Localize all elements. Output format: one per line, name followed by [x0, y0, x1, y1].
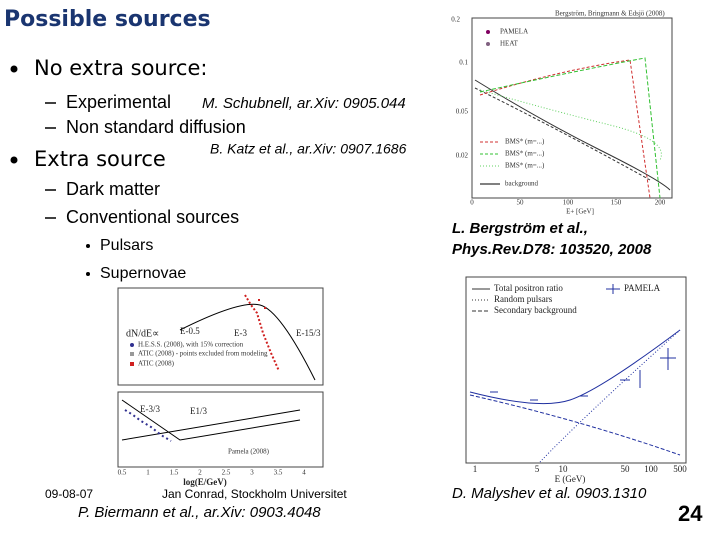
- curve: [121, 399, 301, 441]
- legend-marker: [130, 362, 134, 366]
- citation: L. Bergström et al.,: [452, 220, 588, 237]
- annotation: E-0.5: [180, 326, 200, 336]
- curve: [479, 89, 662, 161]
- curve: [474, 79, 671, 191]
- legend-text: BMS* (m=...): [505, 150, 545, 158]
- bullet: [10, 156, 18, 164]
- citation: Phys.Rev.D78: 103520, 2008: [452, 241, 652, 258]
- plot-frame: [465, 276, 687, 464]
- bullet-text: Supernovae: [100, 265, 186, 282]
- bullet-text: Non standard diffusion: [66, 117, 246, 137]
- tick-label: 100: [563, 199, 574, 207]
- legend-text: Random pulsars: [494, 294, 553, 304]
- tick-label: 150: [611, 199, 622, 207]
- figure: Bergström, Bringmann & Edsjö (2008) PAME…: [451, 10, 673, 216]
- legend-marker: [130, 352, 134, 356]
- legend-text: Total positron ratio: [494, 283, 563, 293]
- bullet-text: Dark matter: [66, 179, 160, 199]
- legend-text: PAMELA: [624, 283, 661, 293]
- annotation: E-3: [234, 328, 247, 338]
- data-points: [124, 409, 172, 442]
- citation: B. Katz et al., ar.Xiv: 0907.1686: [210, 141, 407, 157]
- axis-label: E (GeV): [555, 474, 586, 484]
- figure-header: Bergström, Bringmann & Edsjö (2008): [555, 10, 665, 18]
- plot-frame: [471, 17, 673, 199]
- legend-text: ATIC (2008): [138, 360, 175, 368]
- annotation: E-3/3: [140, 404, 160, 414]
- bullet-text: No extra source:: [34, 56, 207, 80]
- axis-label: log(E/GeV): [183, 477, 227, 487]
- citation: M. Schubnell, ar.Xiv: 0905.044: [202, 95, 406, 112]
- tick-label: 100: [644, 464, 658, 474]
- bullet-text: Conventional sources: [66, 207, 239, 227]
- curve: [469, 394, 681, 456]
- legend-text: BMS* (m=...): [505, 138, 545, 146]
- curve: [479, 59, 651, 199]
- bullet-text: Extra source: [34, 147, 166, 171]
- tick-label: 0.02: [456, 152, 469, 160]
- legend-text: background: [505, 180, 539, 188]
- tick-label: 0.05: [456, 108, 469, 116]
- slide-title: Possible sources: [4, 7, 211, 32]
- legend-text: Secondary background: [494, 305, 577, 315]
- tick-label: 2: [198, 469, 202, 477]
- annotation: dN/dE∝: [126, 328, 159, 339]
- annotation: E-15/3: [296, 328, 321, 338]
- bullet-text: Experimental: [66, 92, 171, 112]
- bullet: [86, 244, 90, 248]
- annotation: E1/3: [190, 406, 207, 416]
- curve: [474, 87, 651, 181]
- legend-text: HEAT: [500, 40, 519, 48]
- legend-text: BMS* (m=...): [505, 162, 545, 170]
- legend-marker: [486, 30, 490, 34]
- tick-label: 1.5: [170, 469, 179, 477]
- curve: [479, 57, 661, 199]
- legend-marker: [606, 284, 620, 294]
- tick-label: 0.2: [451, 16, 460, 24]
- bullet: [86, 272, 90, 276]
- curve: [469, 329, 681, 405]
- plot-frame: [117, 287, 324, 386]
- bullet-text: Pulsars: [100, 237, 153, 254]
- figure: dN/dE∝ E-0.5 E-3 E-15/3 E-3/3 E1/3 H.E.S…: [117, 287, 324, 487]
- legend-marker: [486, 42, 490, 46]
- footer-author: Jan Conrad, Stockholm Universitet: [162, 487, 347, 501]
- tick-label: 1: [146, 469, 150, 477]
- page-number: 24: [678, 501, 703, 526]
- axis-label: E+ [GeV]: [566, 208, 594, 216]
- tick-label: 3.5: [274, 469, 283, 477]
- tick-label: 50: [517, 199, 525, 207]
- tick-label: 0.5: [118, 469, 127, 477]
- curve: [179, 303, 316, 381]
- citation: P. Biermann et al., ar.Xiv: 0903.4048: [78, 504, 321, 521]
- legend-text: Pamela (2008): [228, 448, 270, 456]
- footer-date: 09-08-07: [45, 487, 93, 501]
- tick-label: 0.1: [459, 59, 468, 67]
- tick-label: 10: [559, 464, 569, 474]
- tick-label: 500: [673, 464, 687, 474]
- tick-label: 1: [473, 464, 478, 474]
- legend-text: H.E.S.S. (2008), with 15% correction: [138, 341, 244, 349]
- legend-text: ATIC (2008) - points excluded from model…: [138, 350, 268, 358]
- tick-label: 2.5: [222, 469, 231, 477]
- tick-label: 5: [535, 464, 540, 474]
- tick-label: 200: [655, 199, 666, 207]
- legend-text: PAMELA: [500, 28, 528, 36]
- data-points: [244, 294, 280, 372]
- tick-label: 3: [250, 469, 254, 477]
- legend-marker: [130, 343, 134, 347]
- curve: [539, 329, 681, 463]
- tick-label: 4: [302, 469, 306, 477]
- figure: Total positron ratio Random pulsars Seco…: [465, 276, 687, 484]
- bullet: [10, 65, 18, 73]
- tick-label: 0: [470, 199, 474, 207]
- plot-frame: [117, 391, 324, 468]
- tick-label: 50: [621, 464, 631, 474]
- citation: D. Malyshev et al. 0903.1310: [452, 485, 647, 502]
- data-points: [490, 348, 676, 401]
